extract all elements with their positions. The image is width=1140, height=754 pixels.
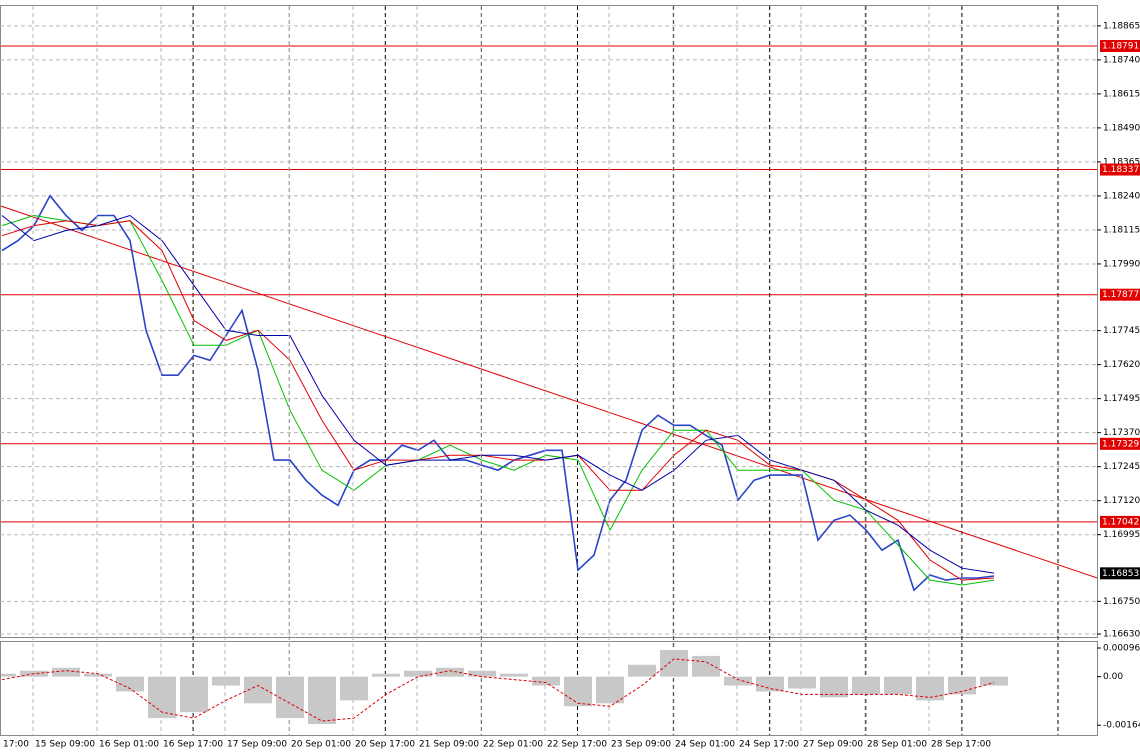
histogram-bar <box>180 676 208 713</box>
y-tick-label: 1.18865 <box>1103 21 1140 31</box>
histogram-bar <box>916 676 944 701</box>
histogram-bar <box>980 676 1008 686</box>
level-label-box <box>1100 39 1140 52</box>
price-line <box>1 220 995 581</box>
trendline <box>1 205 1097 579</box>
histogram-bar <box>500 673 528 677</box>
x-tick-label: 21 Sep 09:00 <box>419 740 479 750</box>
level-label: 1.17329 <box>1102 439 1139 449</box>
histogram-bar <box>948 676 976 695</box>
histogram-bar <box>852 676 880 695</box>
level-label-box <box>1100 163 1140 176</box>
y-tick-label: 1.17370 <box>1103 428 1140 438</box>
y-tick-label: 1.18740 <box>1103 55 1140 65</box>
x-tick-label: 24 Sep 01:00 <box>675 740 735 750</box>
histogram-bar <box>308 676 336 725</box>
histogram-bar <box>52 667 80 677</box>
level-label: 1.17877 <box>1102 290 1139 300</box>
price-line <box>1 214 995 574</box>
y-tick-label: 1.17990 <box>1103 259 1140 269</box>
current-price-box <box>1100 567 1140 580</box>
level-label-box <box>1100 437 1140 450</box>
level-label-box <box>1100 288 1140 301</box>
main-panel <box>0 5 1098 638</box>
histogram-bar <box>532 676 560 686</box>
histogram-bar <box>756 676 784 692</box>
x-tick-label: 15 Sep 09:00 <box>35 740 95 750</box>
histogram-bar <box>212 676 240 686</box>
histogram-bar <box>436 667 464 677</box>
x-tick-label: 16 Sep 01:00 <box>99 740 159 750</box>
histogram-bar <box>340 676 368 701</box>
histogram-bar <box>788 676 816 689</box>
x-tick-label: 20 Sep 01:00 <box>291 740 351 750</box>
x-tick-label: 28 Sep 01:00 <box>867 740 927 750</box>
signal-line <box>1 658 995 722</box>
y-tick-label: 1.18615 <box>1103 89 1140 99</box>
histogram-bar <box>724 676 752 686</box>
level-label: 1.18337 <box>1102 165 1139 175</box>
histogram-bar <box>84 673 112 677</box>
y-tick-label: 1.18240 <box>1103 191 1140 201</box>
histogram-bar <box>1 673 16 677</box>
x-tick-label: 16 Sep 17:00 <box>163 740 223 750</box>
histogram-bar <box>404 670 432 677</box>
x-tick-label: 22 Sep 01:00 <box>483 740 543 750</box>
x-tick-label: 17 Sep 09:00 <box>227 740 287 750</box>
histogram-bar <box>468 670 496 677</box>
histogram-bar <box>820 676 848 698</box>
histogram-bar <box>372 673 400 677</box>
histogram-bar <box>628 664 656 677</box>
x-tick-label: 20 Sep 17:00 <box>355 740 415 750</box>
y-tick-label: 1.17620 <box>1103 360 1140 370</box>
y-tick-label: 0.00 <box>1103 672 1123 682</box>
histogram-bar <box>596 676 624 704</box>
level-label-box <box>1100 515 1140 528</box>
x-tick-label: 24 Sep 17:00 <box>739 740 799 750</box>
histogram-bar <box>148 676 176 719</box>
histogram-bar <box>660 649 688 677</box>
x-tick-label: 27 Sep 09:00 <box>803 740 863 750</box>
oscillator-panel <box>0 641 1098 736</box>
level-label: 1.18791 <box>1102 41 1139 51</box>
y-tick-label: -0.00164 <box>1103 721 1140 731</box>
y-tick-label: 1.17495 <box>1103 394 1140 404</box>
level-label: 1.17042 <box>1102 517 1139 527</box>
price-line <box>1 194 995 592</box>
x-tick-label: 22 Sep 17:00 <box>547 740 607 750</box>
x-tick-label: 17:00 <box>3 740 29 750</box>
y-tick-label: 0.000967 <box>1103 644 1140 654</box>
x-tick-label: 28 Sep 17:00 <box>931 740 991 750</box>
y-tick-label: 1.18365 <box>1103 157 1140 167</box>
y-tick-label: 1.16750 <box>1103 597 1140 607</box>
histogram-bar <box>116 676 144 692</box>
histogram-bar <box>884 676 912 695</box>
histogram-bar <box>276 676 304 719</box>
y-tick-label: 1.16995 <box>1103 530 1140 540</box>
histogram-bar <box>692 655 720 677</box>
y-tick-label: 1.16630 <box>1103 630 1140 640</box>
price-line <box>1 214 995 586</box>
y-tick-label: 1.17120 <box>1103 496 1140 506</box>
y-tick-label: 1.18115 <box>1103 225 1140 235</box>
y-tick-label: 1.17245 <box>1103 462 1140 472</box>
y-tick-label: 1.17745 <box>1103 326 1140 336</box>
histogram-bar <box>564 676 592 707</box>
current-price-label: 1.16853 <box>1102 569 1139 579</box>
plot <box>1 45 1097 592</box>
y-tick-label: 1.18490 <box>1103 123 1140 133</box>
plot <box>1 649 1008 725</box>
x-tick-label: 23 Sep 09:00 <box>611 740 671 750</box>
